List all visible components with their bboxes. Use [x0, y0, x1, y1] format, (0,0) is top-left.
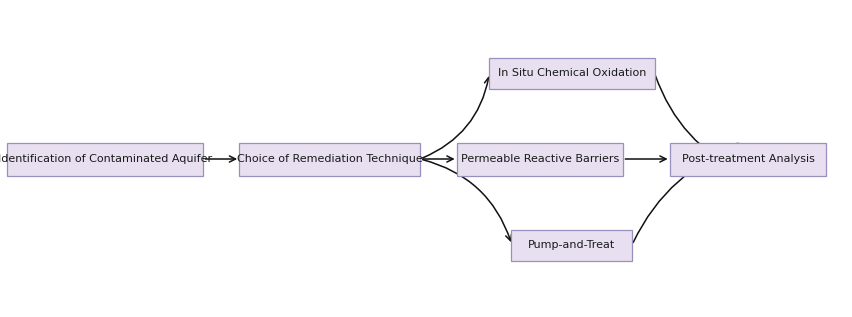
Text: Pump-and-Treat: Pump-and-Treat — [527, 240, 615, 250]
Text: Post-treatment Analysis: Post-treatment Analysis — [681, 154, 814, 164]
Text: Permeable Reactive Barriers: Permeable Reactive Barriers — [460, 154, 619, 164]
FancyBboxPatch shape — [488, 57, 654, 88]
FancyBboxPatch shape — [7, 143, 203, 176]
Text: In Situ Chemical Oxidation: In Situ Chemical Oxidation — [498, 68, 646, 78]
FancyBboxPatch shape — [239, 143, 420, 176]
FancyBboxPatch shape — [669, 143, 825, 176]
Text: Choice of Remediation Technique: Choice of Remediation Technique — [237, 154, 423, 164]
FancyBboxPatch shape — [511, 230, 632, 261]
FancyBboxPatch shape — [457, 143, 622, 176]
Text: Identification of Contaminated Aquifer: Identification of Contaminated Aquifer — [0, 154, 212, 164]
